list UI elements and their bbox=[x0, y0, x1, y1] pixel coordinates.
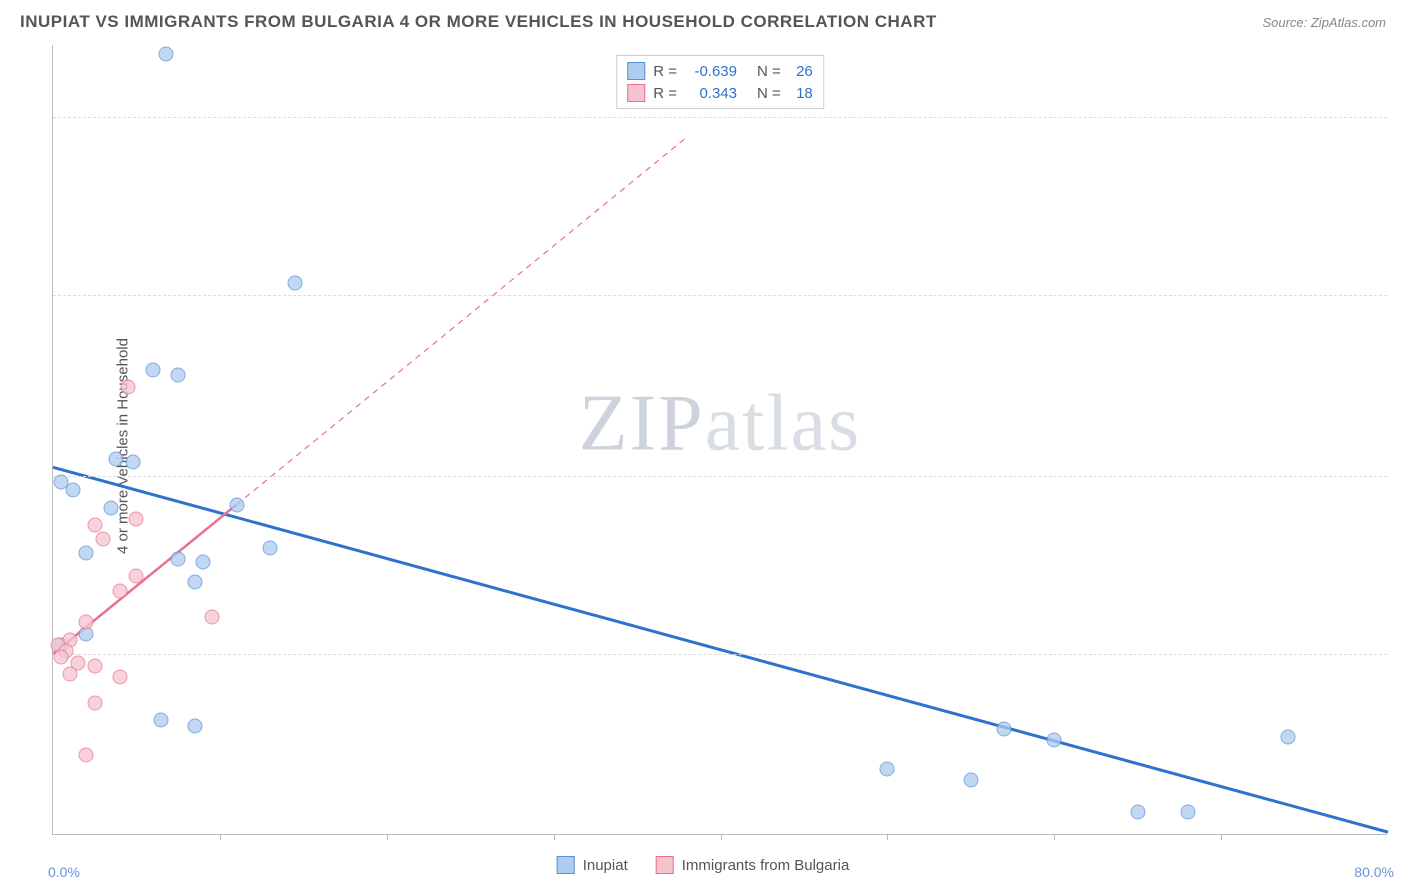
chart-header: INUPIAT VS IMMIGRANTS FROM BULGARIA 4 OR… bbox=[20, 12, 1386, 32]
gridline bbox=[53, 295, 1387, 296]
trend-lines bbox=[53, 45, 1387, 834]
gridline bbox=[53, 117, 1387, 118]
data-point bbox=[963, 773, 978, 788]
data-point bbox=[87, 517, 102, 532]
scatter-chart: ZIPatlas R = -0.639 N = 26 R = 0.343 N = 18… bbox=[52, 45, 1387, 835]
chart-title: INUPIAT VS IMMIGRANTS FROM BULGARIA 4 OR… bbox=[20, 12, 937, 32]
data-point bbox=[146, 362, 161, 377]
x-tick bbox=[887, 834, 888, 840]
legend-r-value: 0.343 bbox=[685, 85, 737, 102]
x-tick bbox=[220, 834, 221, 840]
series-legend-label: Inupiat bbox=[583, 857, 628, 874]
data-point bbox=[229, 497, 244, 512]
y-tick-label: 25.0% bbox=[1395, 109, 1406, 125]
data-point bbox=[62, 667, 77, 682]
legend-swatch bbox=[627, 62, 645, 80]
legend-swatch bbox=[656, 856, 674, 874]
legend-swatch bbox=[627, 84, 645, 102]
data-point bbox=[66, 483, 81, 498]
watermark-zip: ZIP bbox=[579, 379, 705, 467]
data-point bbox=[79, 747, 94, 762]
series-legend-item: Inupiat bbox=[557, 856, 628, 874]
legend-r-value: -0.639 bbox=[685, 63, 737, 80]
series-legend: Inupiat Immigrants from Bulgaria bbox=[557, 856, 850, 874]
data-point bbox=[112, 583, 127, 598]
data-point bbox=[54, 649, 69, 664]
data-point bbox=[187, 575, 202, 590]
x-axis-max-label: 80.0% bbox=[1354, 864, 1394, 880]
x-tick bbox=[387, 834, 388, 840]
legend-n-label: N = bbox=[757, 85, 781, 102]
data-point bbox=[126, 454, 141, 469]
data-point bbox=[1047, 733, 1062, 748]
data-point bbox=[87, 658, 102, 673]
data-point bbox=[204, 609, 219, 624]
data-point bbox=[997, 721, 1012, 736]
data-point bbox=[79, 615, 94, 630]
data-point bbox=[96, 532, 111, 547]
data-point bbox=[262, 540, 277, 555]
legend-n-label: N = bbox=[757, 63, 781, 80]
legend-r-label: R = bbox=[653, 63, 677, 80]
y-tick-label: 12.5% bbox=[1395, 468, 1406, 484]
x-tick bbox=[554, 834, 555, 840]
legend-swatch bbox=[557, 856, 575, 874]
data-point bbox=[79, 546, 94, 561]
data-point bbox=[109, 451, 124, 466]
series-legend-item: Immigrants from Bulgaria bbox=[656, 856, 850, 874]
legend-r-label: R = bbox=[653, 85, 677, 102]
data-point bbox=[87, 695, 102, 710]
data-point bbox=[1280, 730, 1295, 745]
x-tick bbox=[1054, 834, 1055, 840]
data-point bbox=[129, 512, 144, 527]
watermark-atlas: atlas bbox=[705, 379, 862, 467]
data-point bbox=[1180, 805, 1195, 820]
y-tick-label: 6.3% bbox=[1395, 646, 1406, 662]
data-point bbox=[171, 552, 186, 567]
data-point bbox=[1130, 805, 1145, 820]
watermark: ZIPatlas bbox=[579, 378, 862, 469]
gridline bbox=[53, 654, 1387, 655]
data-point bbox=[129, 569, 144, 584]
legend-n-value: 18 bbox=[789, 85, 813, 102]
legend-row: R = -0.639 N = 26 bbox=[627, 60, 813, 82]
correlation-legend: R = -0.639 N = 26 R = 0.343 N = 18 bbox=[616, 55, 824, 109]
x-tick bbox=[1221, 834, 1222, 840]
data-point bbox=[196, 555, 211, 570]
data-point bbox=[287, 276, 302, 291]
legend-row: R = 0.343 N = 18 bbox=[627, 82, 813, 104]
data-point bbox=[159, 46, 174, 61]
x-tick bbox=[721, 834, 722, 840]
data-point bbox=[171, 368, 186, 383]
data-point bbox=[121, 379, 136, 394]
data-point bbox=[187, 718, 202, 733]
gridline bbox=[53, 476, 1387, 477]
data-point bbox=[880, 761, 895, 776]
x-axis-min-label: 0.0% bbox=[48, 864, 80, 880]
data-point bbox=[154, 713, 169, 728]
chart-source: Source: ZipAtlas.com bbox=[1262, 15, 1386, 30]
data-point bbox=[112, 670, 127, 685]
data-point bbox=[104, 500, 119, 515]
legend-n-value: 26 bbox=[789, 63, 813, 80]
y-tick-label: 18.8% bbox=[1395, 287, 1406, 303]
series-legend-label: Immigrants from Bulgaria bbox=[682, 857, 850, 874]
